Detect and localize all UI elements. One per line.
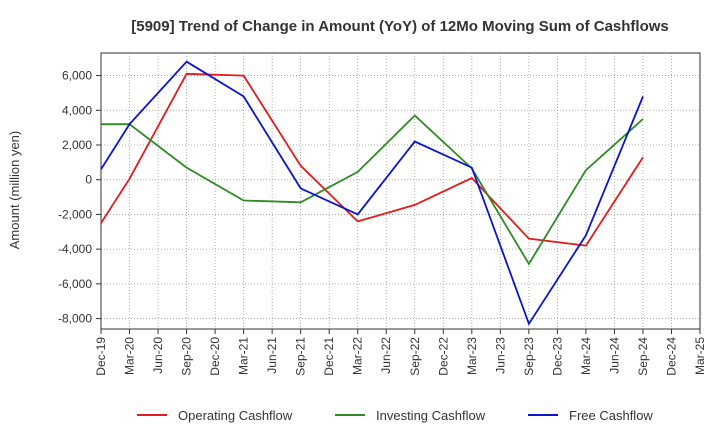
series-line-operating-cashflow	[100, 72, 644, 247]
x-tick-label: Sep-21	[294, 337, 308, 376]
y-tick-label: 2,000	[62, 138, 92, 152]
x-tick-label: Mar-24	[579, 337, 593, 375]
x-tick-label: Dec-23	[550, 337, 564, 376]
series-line-investing-cashflow	[101, 114, 644, 266]
x-tick-label: Mar-20	[123, 337, 137, 375]
x-tick-label: Jun-23	[493, 337, 507, 374]
y-tick-label: 0	[85, 173, 92, 187]
x-tick-label: Jun-21	[265, 337, 279, 374]
y-tick-label: -8,000	[58, 312, 92, 326]
y-tick-label: -6,000	[58, 277, 92, 291]
x-tick-label: Mar-21	[237, 337, 251, 375]
x-tick-label: Jun-20	[151, 337, 165, 374]
legend: Operating Cashflow Investing Cashflow Free…	[137, 408, 653, 423]
y-axis-ticks: 6,000 4,000 2,000 0 -2,000 -4,000 -6,000 -8,000	[58, 69, 101, 326]
x-tick-label: Sep-24	[636, 337, 650, 376]
x-tick-label: Mar-22	[351, 337, 365, 375]
y-tick-label: -2,000	[58, 207, 92, 221]
x-tick-label: Sep-20	[180, 337, 194, 376]
x-tick-label: Dec-19	[94, 337, 108, 376]
x-tick-label: Jun-22	[379, 337, 393, 374]
x-tick-label: Sep-23	[522, 337, 536, 376]
y-axis-label: Amount (million yen)	[7, 131, 22, 250]
legend-label-free-cashflow: Free Cashflow	[569, 408, 653, 423]
series-lines	[100, 60, 644, 326]
plot-area	[100, 52, 701, 330]
x-tick-label: Dec-24	[664, 337, 678, 376]
series-line-free-cashflow	[100, 60, 644, 326]
y-tick-label: 4,000	[62, 103, 92, 117]
y-tick-label: -4,000	[58, 242, 92, 256]
chart-title: [5909] Trend of Change in Amount (YoY) o…	[131, 18, 669, 35]
x-tick-label: Sep-22	[408, 337, 422, 376]
x-tick-label: Dec-22	[436, 337, 450, 376]
x-tick-label: Dec-21	[322, 337, 336, 376]
x-tick-label: Mar-25	[693, 337, 707, 375]
x-tick-label: Dec-20	[208, 337, 222, 376]
x-tick-label: Jun-24	[607, 337, 621, 374]
legend-label-investing-cashflow: Investing Cashflow	[376, 408, 486, 423]
x-axis-ticks: Dec-19 Mar-20 Jun-20 Sep-20 Dec-20 Mar-21 Jun-…	[94, 329, 707, 376]
x-tick-label: Mar-23	[465, 337, 479, 375]
grid-lines	[100, 53, 701, 329]
legend-label-operating-cashflow: Operating Cashflow	[178, 408, 293, 423]
y-tick-label: 6,000	[62, 69, 92, 83]
